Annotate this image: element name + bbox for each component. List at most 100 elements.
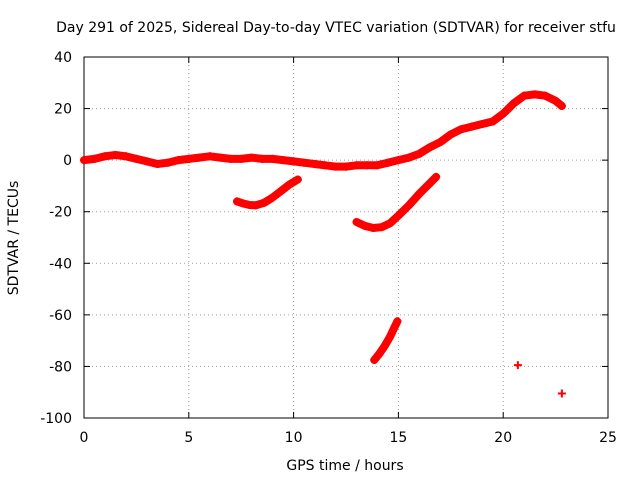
data-point [247,153,256,162]
data-point [321,161,330,170]
data-point [557,101,566,110]
data-point [90,154,99,163]
data-point [237,154,246,163]
data-point [432,172,441,181]
data-point [132,154,141,163]
data-point [100,152,109,161]
y-tick-label: -40 [49,256,72,272]
data-point [478,120,487,129]
data-point [467,122,476,131]
x-tick-label: 20 [494,430,512,446]
data-point [268,154,277,163]
data-point [457,125,466,134]
data-point [268,193,277,202]
data-point [390,323,399,332]
y-axis-label: SDTVAR / TECUs [6,181,22,296]
data-point [415,149,424,158]
data-point [289,157,298,166]
y-tick-label: 40 [54,50,72,66]
data-point [277,187,286,196]
series-line [352,172,441,232]
data-point [142,157,151,166]
x-tick-label: 25 [599,430,617,446]
y-tick-label: 0 [63,153,72,169]
x-tick-label: 0 [80,430,89,446]
x-tick-label: 5 [184,430,193,446]
data-point [404,153,413,162]
series-isolated-1 [513,361,522,370]
data-point [121,152,130,161]
data-point [551,96,560,105]
data-point [352,218,361,227]
data-point [394,211,403,220]
data-point [415,189,424,198]
data-point [279,156,288,165]
data-point [226,154,235,163]
data-point [375,349,384,358]
data-point [174,156,183,165]
y-tick-label: -100 [40,411,72,427]
data-point [300,158,309,167]
data-point [557,389,566,398]
data-point [383,158,392,167]
data-point [488,117,497,126]
data-point [285,180,294,189]
ticks: 0 5 10 15 20 25 -100 -80 -60 -40 -20 0 20 40 [40,50,617,446]
series-main [80,90,566,171]
data-point [425,179,434,188]
data-point [205,152,214,161]
series-isolated-2 [557,389,566,398]
plot-frame [83,56,609,419]
y-tick-label: -60 [49,308,72,324]
plot-marks [80,90,566,398]
data-point [436,138,445,147]
data-point [394,156,403,165]
data-point [446,130,455,139]
data-point [184,154,193,163]
data-point [377,223,386,232]
axes-frame [83,56,609,419]
data-point [342,162,350,171]
chart-title: Day 291 of 2025, Sidereal Day-to-day VTE… [56,20,616,36]
data-point [386,219,395,228]
data-point [393,317,402,326]
data-point [233,197,242,206]
data-point [251,201,260,210]
data-point [352,161,361,170]
data-point [380,341,389,350]
data-point [310,160,319,169]
data-point [541,91,550,100]
y-tick-label: -20 [49,205,72,221]
data-point [195,153,204,162]
data-point [509,99,518,108]
series-arc-1 [233,175,302,210]
data-point [404,201,413,210]
x-axis-label: GPS time / hours [286,458,403,474]
data-point [258,154,267,163]
data-point [239,199,248,208]
data-point [530,90,539,99]
x-tick-label: 10 [285,430,303,446]
data-point [163,158,172,167]
y-tick-label: 20 [54,102,72,118]
series-arc-3 [370,317,402,364]
data-point [362,161,371,170]
data-point [520,91,529,100]
data-point [153,160,162,169]
series-arc-2 [352,172,441,232]
data-point [499,109,508,118]
data-point [331,162,340,171]
data-point [373,161,382,170]
data-point [425,143,434,152]
data-point [386,332,395,341]
data-point [80,156,88,165]
data-point [216,153,225,162]
data-point [111,150,120,159]
data-point [260,198,269,207]
y-tick-label: -80 [49,359,72,375]
x-tick-label: 15 [389,430,407,446]
data-point [369,223,378,232]
data-point [370,355,379,364]
data-point [293,175,302,184]
